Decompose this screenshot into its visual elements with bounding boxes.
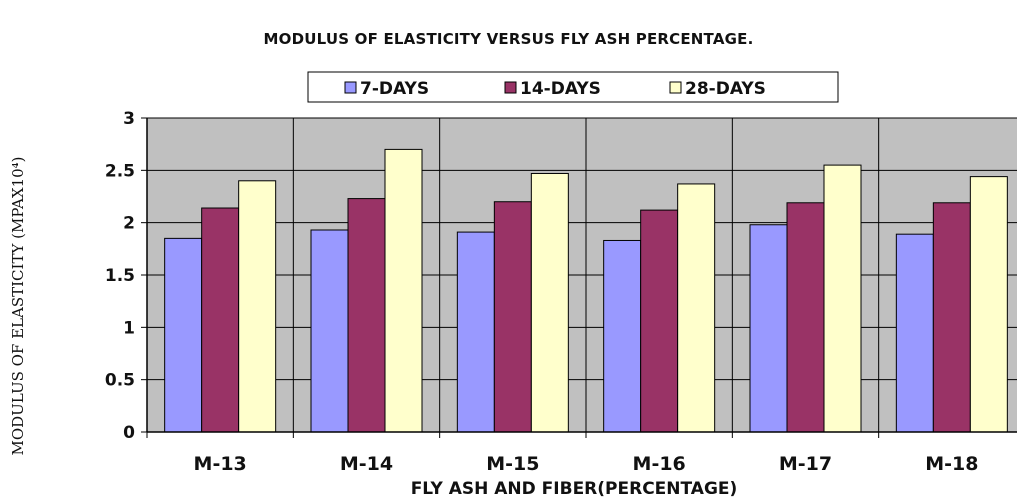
- bar-28-days-m-13: [238, 180, 277, 433]
- y-tick-label: 2.5: [105, 161, 135, 181]
- legend-swatch-14-days: [504, 81, 517, 94]
- y-tick-label: 1: [123, 318, 135, 338]
- bar-7-days-m-17: [749, 224, 788, 433]
- bar-7-days-m-18: [895, 233, 934, 433]
- legend-label-14-days: 14-DAYS: [520, 79, 601, 99]
- legend-swatch-7-days: [344, 81, 357, 94]
- x-tick-label: M-18: [925, 453, 978, 475]
- bar-28-days-m-16: [677, 183, 716, 433]
- y-tick-label: 2: [123, 214, 135, 234]
- x-tick-label: M-16: [633, 453, 686, 475]
- bar-28-days-m-14: [384, 148, 423, 433]
- y-tick-label: 3: [123, 109, 135, 129]
- legend-label-28-days: 28-DAYS: [685, 79, 766, 99]
- x-tick-label: M-13: [194, 453, 247, 475]
- bar-14-days-m-16: [640, 209, 679, 433]
- x-tick-label: M-15: [486, 453, 539, 475]
- legend-label-7-days: 7-DAYS: [360, 79, 429, 99]
- x-axis-title: FLY ASH AND FIBER(PERCENTAGE): [411, 479, 738, 499]
- y-axis-title: MODULUS OF ELASTICITY (MPAX10⁴): [9, 156, 27, 455]
- chart-title: MODULUS OF ELASTICITY VERSUS FLY ASH PER…: [263, 30, 754, 48]
- bar-14-days-m-17: [786, 202, 825, 433]
- legend-swatch-28-days: [669, 81, 682, 94]
- bar-28-days-m-15: [530, 172, 569, 433]
- bar-14-days-m-15: [493, 201, 532, 433]
- y-tick-label: 0: [123, 423, 135, 443]
- bar-28-days-m-17: [823, 164, 862, 433]
- bar-7-days-m-16: [603, 239, 642, 433]
- y-tick-label: 0.5: [105, 371, 135, 391]
- bar-7-days-m-13: [164, 237, 203, 433]
- y-tick-label: 1.5: [105, 266, 135, 286]
- bar-14-days-m-13: [201, 207, 240, 433]
- bar-7-days-m-14: [310, 229, 349, 433]
- bar-14-days-m-18: [932, 202, 971, 433]
- legend: [307, 71, 839, 103]
- bar-14-days-m-14: [347, 198, 386, 433]
- bar-28-days-m-18: [969, 176, 1008, 433]
- x-tick-label: M-14: [340, 453, 393, 475]
- bar-7-days-m-15: [456, 231, 495, 433]
- x-tick-label: M-17: [779, 453, 832, 475]
